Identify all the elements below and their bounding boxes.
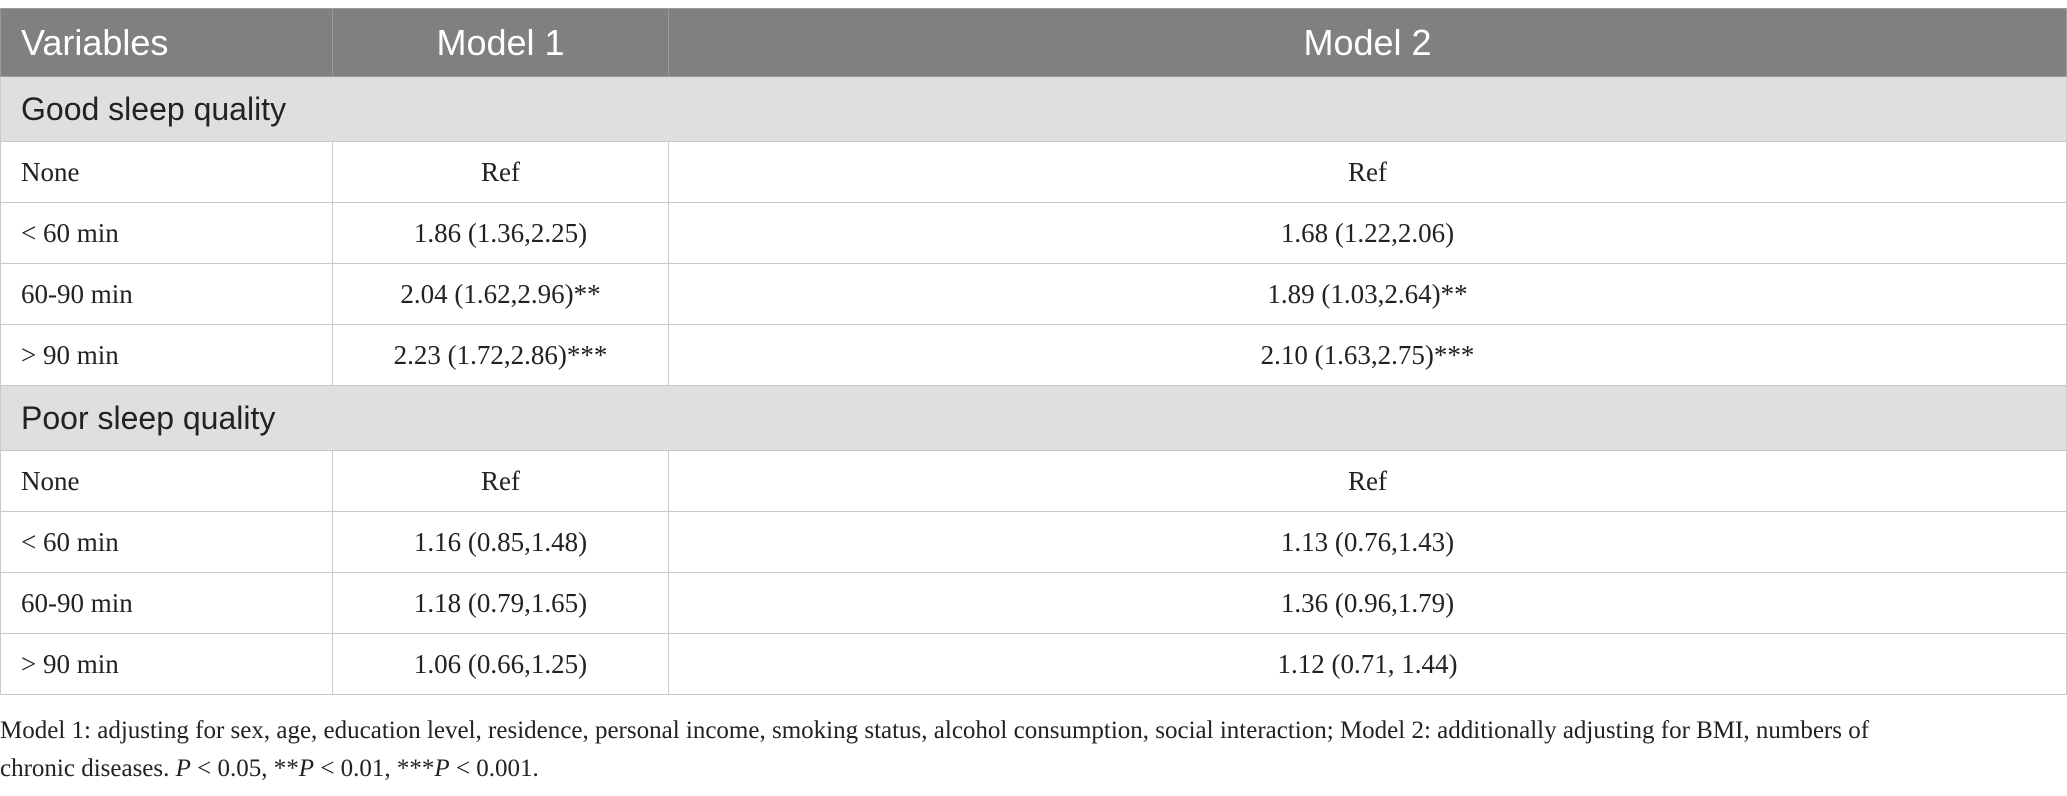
variable-cell: 60-90 min [0, 263, 333, 325]
footnote-line-2: chronic diseases. P < 0.05, **P < 0.01, … [0, 750, 2060, 788]
model-1-cell: 1.18 (0.79,1.65) [332, 572, 669, 634]
section-row-good-sleep: Good sleep quality [0, 76, 2067, 142]
variable-cell: < 60 min [0, 511, 333, 573]
model-1-cell: Ref [332, 450, 669, 512]
model-2-cell: Ref [668, 141, 2067, 203]
variable-cell: None [0, 141, 333, 203]
model-1-cell: 1.06 (0.66,1.25) [332, 633, 669, 695]
results-table: Variables Model 1 Model 2 Good sleep qua… [0, 8, 2067, 695]
p-value-symbol: P [175, 755, 191, 782]
p-value-symbol: P [434, 755, 450, 782]
footnote-text: < 0.01, *** [314, 755, 435, 782]
section-title: Good sleep quality [0, 76, 2067, 142]
table-row: 60-90 min 2.04 (1.62,2.96)** 1.89 (1.03,… [0, 263, 2067, 325]
model-2-cell: 1.12 (0.71, 1.44) [668, 633, 2067, 695]
footnote-line-1: Model 1: adjusting for sex, age, educati… [0, 717, 1870, 744]
table-row: None Ref Ref [0, 141, 2067, 203]
table-row: < 60 min 1.16 (0.85,1.48) 1.13 (0.76,1.4… [0, 511, 2067, 573]
model-1-cell: 2.04 (1.62,2.96)** [332, 263, 669, 325]
section-row-poor-sleep: Poor sleep quality [0, 385, 2067, 451]
model-1-cell: 1.86 (1.36,2.25) [332, 202, 669, 264]
p-value-symbol: P [298, 755, 315, 782]
header-variables: Variables [0, 8, 333, 77]
footnote-text: chronic diseases. [0, 755, 176, 782]
variable-cell: > 90 min [0, 633, 333, 695]
model-2-cell: 1.13 (0.76,1.43) [668, 511, 2067, 573]
section-title: Poor sleep quality [0, 385, 2067, 451]
table-row: < 60 min 1.86 (1.36,2.25) 1.68 (1.22,2.0… [0, 202, 2067, 264]
model-1-cell: Ref [332, 141, 669, 203]
header-model-1: Model 1 [332, 8, 669, 77]
model-1-cell: 2.23 (1.72,2.86)*** [332, 324, 669, 386]
variable-cell: 60-90 min [0, 572, 333, 634]
table-footnote: Model 1: adjusting for sex, age, educati… [0, 712, 2060, 788]
footnote-text: < 0.001. [449, 755, 539, 782]
variable-cell: < 60 min [0, 202, 333, 264]
model-2-cell: Ref [668, 450, 2067, 512]
results-table-container: Variables Model 1 Model 2 Good sleep qua… [0, 8, 2067, 695]
variable-cell: > 90 min [0, 324, 333, 386]
model-2-cell: 2.10 (1.63,2.75)*** [668, 324, 2067, 386]
table-row: None Ref Ref [0, 450, 2067, 512]
model-2-cell: 1.89 (1.03,2.64)** [668, 263, 2067, 325]
table-row: > 90 min 2.23 (1.72,2.86)*** 2.10 (1.63,… [0, 324, 2067, 386]
model-2-cell: 1.68 (1.22,2.06) [668, 202, 2067, 264]
header-model-2: Model 2 [668, 8, 2067, 77]
model-1-cell: 1.16 (0.85,1.48) [332, 511, 669, 573]
model-2-cell: 1.36 (0.96,1.79) [668, 572, 2067, 634]
footnote-text: < 0.05, ** [190, 755, 299, 782]
variable-cell: None [0, 450, 333, 512]
table-row: 60-90 min 1.18 (0.79,1.65) 1.36 (0.96,1.… [0, 572, 2067, 634]
table-row: > 90 min 1.06 (0.66,1.25) 1.12 (0.71, 1.… [0, 633, 2067, 695]
table-header-row: Variables Model 1 Model 2 [0, 8, 2067, 77]
